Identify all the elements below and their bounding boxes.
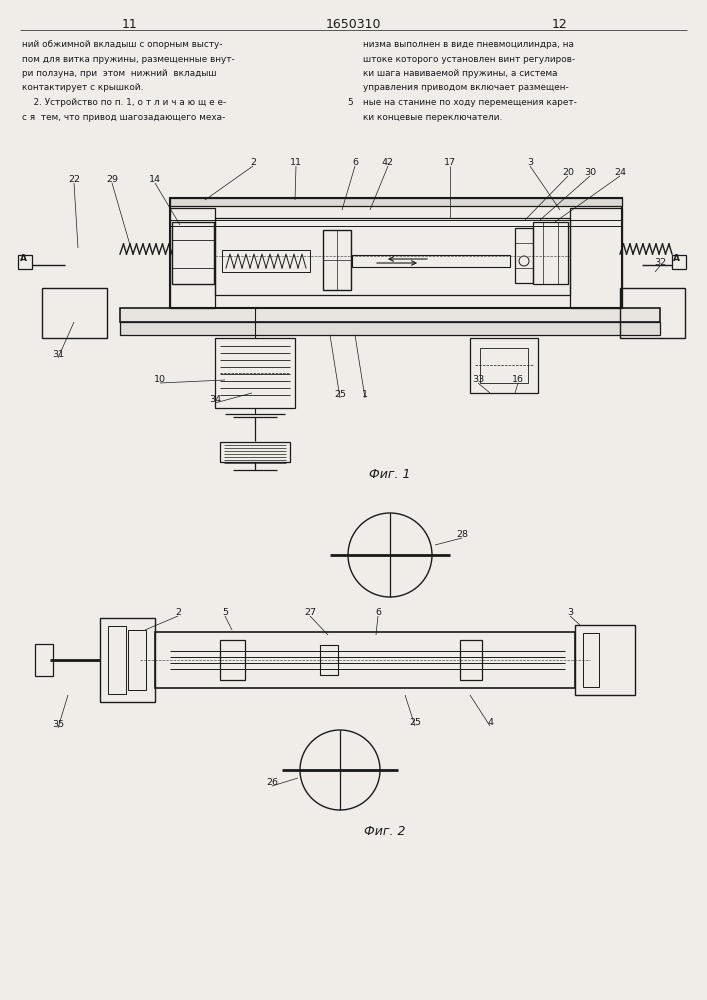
Bar <box>170 198 622 206</box>
Text: 5: 5 <box>222 608 228 617</box>
Bar <box>170 220 622 226</box>
Text: управления приводом включает размещен-: управления приводом включает размещен- <box>363 84 568 93</box>
Text: ные на станине по ходу перемещения карет-: ные на станине по ходу перемещения карет… <box>363 98 577 107</box>
Text: 1: 1 <box>362 390 368 399</box>
Text: 12: 12 <box>552 18 568 31</box>
Text: 24: 24 <box>614 168 626 177</box>
Text: 32: 32 <box>654 258 666 267</box>
Bar <box>172 222 214 284</box>
Text: 10: 10 <box>154 375 166 384</box>
Bar <box>215 338 295 408</box>
Text: ки шага навиваемой пружины, а система: ки шага навиваемой пружины, а система <box>363 69 558 78</box>
Bar <box>470 338 538 393</box>
Text: пом для витка пружины, размещенные внут-: пом для витка пружины, размещенные внут- <box>22 54 235 64</box>
Text: 2: 2 <box>175 608 181 617</box>
Bar <box>620 288 685 338</box>
Bar <box>533 222 568 284</box>
Text: ний обжимной вкладыш с опорным высту-: ний обжимной вкладыш с опорным высту- <box>22 40 223 49</box>
Bar <box>222 250 310 272</box>
Text: 11: 11 <box>290 158 302 167</box>
Bar <box>323 230 351 290</box>
Bar <box>352 255 510 267</box>
Text: 25: 25 <box>334 390 346 399</box>
Bar <box>460 640 482 680</box>
Text: A: A <box>20 254 27 263</box>
Text: 34: 34 <box>209 395 221 404</box>
Text: 33: 33 <box>472 375 484 384</box>
Text: 3: 3 <box>527 158 533 167</box>
Text: 17: 17 <box>444 158 456 167</box>
Text: 31: 31 <box>52 350 64 359</box>
Text: 2. Устройство по п. 1, о т л и ч а ю щ е е-: 2. Устройство по п. 1, о т л и ч а ю щ е… <box>22 98 226 107</box>
Text: 25: 25 <box>409 718 421 727</box>
Text: 28: 28 <box>456 530 468 539</box>
Text: 3: 3 <box>567 608 573 617</box>
Text: 20: 20 <box>562 168 574 177</box>
Bar <box>320 645 338 675</box>
Bar <box>170 198 622 308</box>
Text: контактирует с крышкой.: контактирует с крышкой. <box>22 84 144 93</box>
Text: 22: 22 <box>68 175 80 184</box>
Text: 14: 14 <box>149 175 161 184</box>
Bar <box>100 618 155 702</box>
Bar <box>35 644 53 676</box>
Text: 42: 42 <box>382 158 394 167</box>
Bar <box>215 218 570 295</box>
Bar <box>18 255 32 269</box>
Bar <box>120 322 660 335</box>
Text: 30: 30 <box>584 168 596 177</box>
Text: штоке которого установлен винт регулиров-: штоке которого установлен винт регулиров… <box>363 54 575 64</box>
Text: 11: 11 <box>122 18 138 31</box>
Text: с я  тем, что привод шагозадающего меха-: с я тем, что привод шагозадающего меха- <box>22 112 226 121</box>
Text: Фиг. 1: Фиг. 1 <box>369 468 411 481</box>
Text: 16: 16 <box>512 375 524 384</box>
Bar <box>155 632 575 688</box>
Bar <box>220 442 290 462</box>
Text: 29: 29 <box>106 175 118 184</box>
Text: 6: 6 <box>352 158 358 167</box>
Text: 27: 27 <box>304 608 316 617</box>
Bar <box>220 640 245 680</box>
Bar <box>128 630 146 690</box>
Text: ки концевые переключатели.: ки концевые переключатели. <box>363 112 502 121</box>
Bar <box>672 255 686 269</box>
Text: 2: 2 <box>250 158 256 167</box>
Bar <box>120 308 660 322</box>
Text: A: A <box>673 254 680 263</box>
Bar <box>570 208 622 308</box>
Bar <box>583 633 599 687</box>
Bar <box>42 288 107 338</box>
Bar <box>515 228 533 283</box>
Text: 1650310: 1650310 <box>325 18 381 31</box>
Text: низма выполнен в виде пневмоцилиндра, на: низма выполнен в виде пневмоцилиндра, на <box>363 40 574 49</box>
Text: 6: 6 <box>375 608 381 617</box>
Text: ри ползуна, при  этом  нижний  вкладыш: ри ползуна, при этом нижний вкладыш <box>22 69 216 78</box>
Text: 5: 5 <box>347 98 353 107</box>
Bar <box>108 626 126 694</box>
Text: 35: 35 <box>52 720 64 729</box>
Bar <box>170 208 215 308</box>
Text: 26: 26 <box>266 778 278 787</box>
Text: Фиг. 2: Фиг. 2 <box>364 825 406 838</box>
Text: 4: 4 <box>487 718 493 727</box>
Bar <box>575 625 635 695</box>
Bar <box>480 348 528 383</box>
